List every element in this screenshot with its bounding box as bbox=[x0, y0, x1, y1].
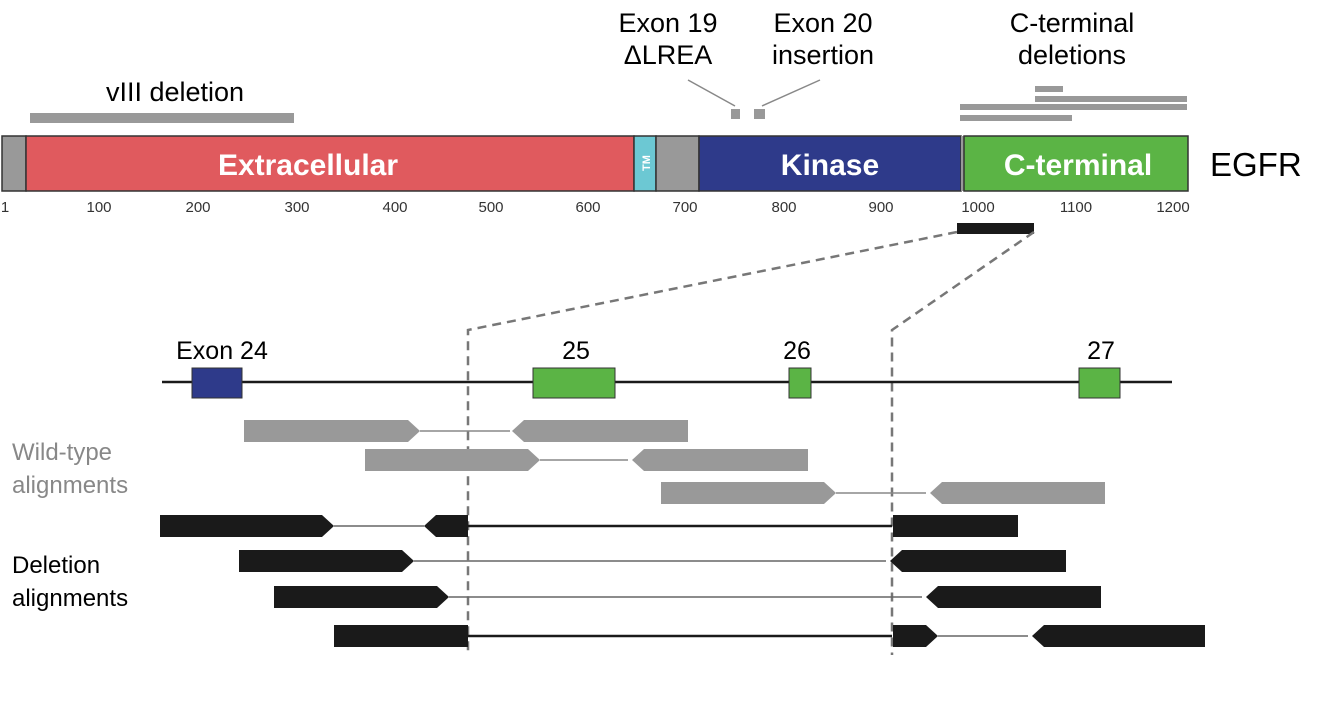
zoom-line-left bbox=[466, 230, 958, 655]
exon-24-label: Exon 24 bbox=[176, 337, 268, 365]
read-reverse bbox=[1032, 625, 1205, 647]
zoom-line-right bbox=[890, 230, 1035, 655]
tick-label: 400 bbox=[382, 199, 407, 216]
exon-25 bbox=[532, 367, 616, 399]
split-read-right bbox=[893, 515, 1018, 537]
exon19-label-line2: ΔLREA bbox=[624, 40, 713, 70]
extracellular-domain bbox=[25, 135, 635, 192]
tick-label: 600 bbox=[575, 199, 600, 216]
wildtype-read-pair bbox=[244, 420, 688, 442]
exon20-marker bbox=[754, 109, 765, 119]
protein-bar: Extracellular TM Kinase C-terminal bbox=[1, 135, 1189, 192]
tm-label: TM bbox=[641, 155, 653, 171]
exon-27-label: 27 bbox=[1087, 337, 1115, 365]
exon-26-label: 26 bbox=[783, 337, 811, 365]
tick-label: 100 bbox=[86, 199, 111, 216]
exon19-marker bbox=[731, 109, 740, 119]
exon20-label-line1: Exon 20 bbox=[773, 8, 872, 38]
deletion-label-line2: alignments bbox=[12, 585, 128, 612]
tick-label: 800 bbox=[771, 199, 796, 216]
read-forward bbox=[239, 550, 414, 572]
exon-24 bbox=[191, 367, 243, 399]
kinase-cterm-gap bbox=[961, 136, 964, 191]
exon19-pointer bbox=[687, 79, 736, 107]
tick-label: 500 bbox=[478, 199, 503, 216]
kinase-domain bbox=[698, 135, 962, 192]
wildtype-label-line1: Wild-type bbox=[12, 439, 112, 466]
cterm-deletion-bar bbox=[960, 104, 1187, 110]
read-reverse bbox=[890, 550, 1066, 572]
juxtamembrane-segment bbox=[655, 135, 700, 192]
cterm-deletion-bar bbox=[1035, 96, 1187, 102]
cterm-deletions-label-line2: deletions bbox=[1018, 40, 1126, 70]
egfr-label: EGFR bbox=[1210, 146, 1302, 183]
tick-label: 1100 bbox=[1060, 199, 1092, 216]
split-read-left bbox=[334, 625, 468, 647]
extracellular-label: Extracellular bbox=[218, 149, 398, 182]
read-forward bbox=[661, 482, 836, 504]
wildtype-label-line2: alignments bbox=[12, 472, 128, 499]
tick-label: 900 bbox=[868, 199, 893, 216]
cterm-deletion-bar bbox=[960, 115, 1072, 121]
cterm-deletions-label-line1: C-terminal bbox=[1010, 8, 1135, 38]
wildtype-read-pair bbox=[661, 482, 1105, 504]
deletion-read-pair bbox=[239, 550, 1066, 572]
wildtype-read-pair bbox=[365, 449, 808, 471]
deletion-read-pair bbox=[274, 586, 1101, 608]
tick-label: 1000 bbox=[961, 199, 994, 216]
exon-27 bbox=[1078, 367, 1121, 399]
n-terminal-segment bbox=[1, 135, 27, 192]
deletion-read-pair bbox=[160, 515, 1018, 537]
cterm-deletion-bar bbox=[1035, 86, 1063, 92]
read-reverse bbox=[930, 482, 1105, 504]
viii-deletion-label: vIII deletion bbox=[106, 77, 244, 107]
deletion-read-pair bbox=[334, 625, 1205, 647]
tick-label: 1 bbox=[1, 199, 9, 216]
deletion-label-line1: Deletion bbox=[12, 552, 100, 579]
kinase-label: Kinase bbox=[781, 149, 879, 182]
exon-26 bbox=[788, 367, 812, 399]
tick-label: 1200 bbox=[1156, 199, 1189, 216]
exon-25-label: 25 bbox=[562, 337, 590, 365]
read-forward bbox=[274, 586, 449, 608]
tick-label: 700 bbox=[672, 199, 697, 216]
cterminal-label: C-terminal bbox=[1004, 149, 1152, 182]
exon19-label-line1: Exon 19 bbox=[618, 8, 717, 38]
position-axis: 1 100 200 300 400 500 600 700 800 900 10… bbox=[1, 199, 1190, 216]
read-reverse bbox=[512, 420, 688, 442]
read-forward bbox=[365, 449, 540, 471]
zoom-region-marker bbox=[957, 223, 1034, 234]
exon20-label-line2: insertion bbox=[772, 40, 874, 70]
tick-label: 300 bbox=[284, 199, 309, 216]
viii-deletion-bar bbox=[30, 113, 294, 123]
tick-label: 200 bbox=[185, 199, 210, 216]
read-forward bbox=[160, 515, 334, 537]
read-forward bbox=[244, 420, 420, 442]
exon20-pointer bbox=[761, 79, 821, 107]
cterminal-domain bbox=[963, 135, 1189, 192]
read-reverse bbox=[926, 586, 1101, 608]
split-read-right bbox=[893, 625, 938, 647]
read-reverse bbox=[632, 449, 808, 471]
split-read-left bbox=[424, 515, 468, 537]
